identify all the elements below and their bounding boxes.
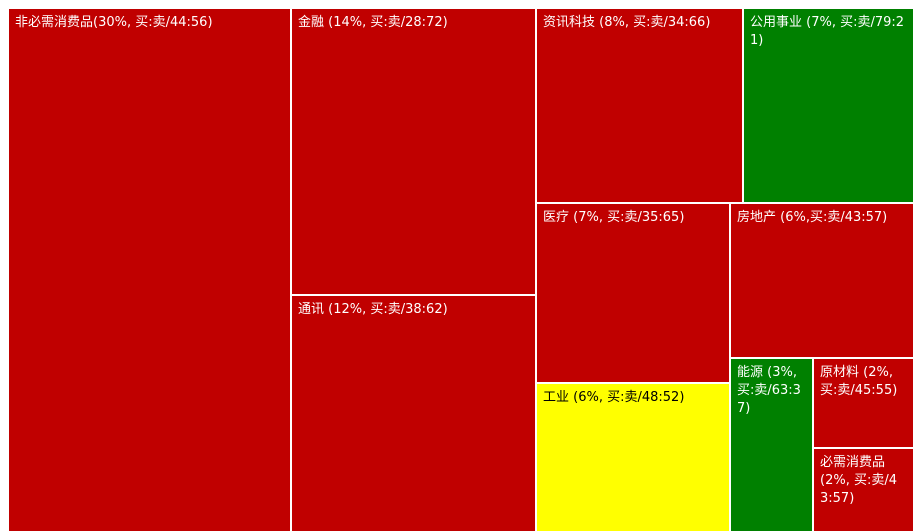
tile-healthcare[interactable]: 医疗 (7%, 买:卖/35:65)	[536, 203, 730, 383]
tile-label: 原材料 (2%, 买:卖/45:55)	[820, 365, 898, 398]
tile-label: 必需消费品 (2%, 买:卖/43:57)	[820, 455, 897, 506]
tile-label: 能源 (3%, 买:卖/63:37)	[737, 365, 801, 416]
tile-communications[interactable]: 通讯 (12%, 买:卖/38:62)	[291, 295, 536, 532]
tile-label: 工业 (6%, 买:卖/48:52)	[543, 390, 685, 405]
tile-materials[interactable]: 原材料 (2%, 买:卖/45:55)	[813, 358, 914, 448]
tile-label: 公用事业 (7%, 买:卖/79:21)	[750, 15, 905, 48]
tile-industrials[interactable]: 工业 (6%, 买:卖/48:52)	[536, 383, 730, 532]
tile-financials[interactable]: 金融 (14%, 买:卖/28:72)	[291, 8, 536, 295]
tile-label: 资讯科技 (8%, 买:卖/34:66)	[543, 15, 711, 30]
tile-label: 房地产 (6%,买:卖/43:57)	[737, 210, 888, 225]
tile-real-estate[interactable]: 房地产 (6%,买:卖/43:57)	[730, 203, 914, 358]
tile-label: 医疗 (7%, 买:卖/35:65)	[543, 210, 685, 225]
tile-consumer-staples[interactable]: 必需消费品 (2%, 买:卖/43:57)	[813, 448, 914, 532]
tile-label: 通讯 (12%, 买:卖/38:62)	[298, 302, 448, 317]
tile-label: 金融 (14%, 买:卖/28:72)	[298, 15, 448, 30]
tile-utilities[interactable]: 公用事业 (7%, 买:卖/79:21)	[743, 8, 914, 203]
tile-information-technology[interactable]: 资讯科技 (8%, 买:卖/34:66)	[536, 8, 743, 203]
tile-energy[interactable]: 能源 (3%, 买:卖/63:37)	[730, 358, 813, 532]
tile-label: 非必需消费品(30%, 买:卖/44:56)	[15, 15, 213, 30]
tile-consumer-discretionary[interactable]: 非必需消费品(30%, 买:卖/44:56)	[8, 8, 291, 532]
